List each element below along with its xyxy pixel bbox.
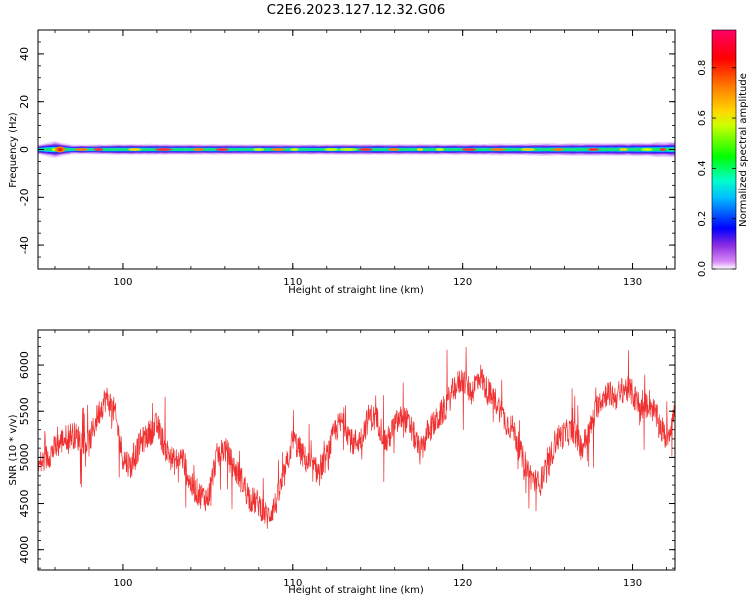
heatmap-hotspot — [619, 148, 628, 151]
heatmap-hotspot — [290, 148, 299, 151]
heatmap-hotspot — [192, 148, 205, 151]
x-tick-label: 110 — [283, 578, 302, 589]
colorbar-ticks: 0.0 0.2 0.4 0.6 0.8 — [697, 60, 736, 277]
x-tick-label: 120 — [453, 277, 472, 288]
y-tick-label: 40 — [18, 47, 31, 61]
heatmap-hotspot — [154, 148, 173, 151]
heatmap-hotspot — [659, 148, 666, 151]
x-tick-label: 110 — [283, 277, 302, 288]
heatmap-hotspot — [74, 148, 89, 151]
heatmap-hotspot — [358, 148, 373, 151]
snr-panel: 100 110 120 130 4000 4500 5000 5500 6000 Height… — [8, 329, 676, 596]
y-tick-label: 4000 — [18, 536, 31, 564]
snr-y-ticks: 4000 4500 5000 5500 6000 — [18, 336, 675, 569]
x-tick-label: 100 — [113, 578, 132, 589]
colorbar-label: Normalized spectral amplitude — [738, 73, 749, 227]
heatmap-hotspot — [215, 148, 229, 151]
heatmap-hotspot — [253, 148, 265, 151]
y-tick-label: 4500 — [18, 490, 31, 518]
y-tick-label: -20 — [18, 188, 31, 206]
heatmap-hotspot — [93, 148, 104, 151]
snr-frame — [37, 329, 676, 571]
heatmap-hotspot — [271, 148, 286, 151]
x-tick-label: 130 — [623, 277, 642, 288]
colorbar-tick-label: 0.8 — [697, 60, 708, 76]
heatmap-x-ticks: 100 110 120 130 — [54, 30, 667, 288]
y-tick-label: 6000 — [18, 351, 31, 379]
y-tick-label: 0 — [18, 146, 31, 153]
heatmap-hotspot — [587, 148, 600, 151]
heatmap-hotspot — [435, 148, 445, 151]
colorbar-gradient — [711, 29, 737, 270]
heatmap-hotspot — [552, 148, 564, 151]
heatmap-y-ticks: -40 -20 0 20 40 — [18, 29, 675, 270]
snr-y-label: SNR (10 * v/v) — [8, 414, 19, 485]
y-tick-label: -40 — [18, 236, 31, 254]
heatmap-hotspot — [416, 148, 424, 151]
heatmap-hotspot — [324, 148, 338, 151]
x-tick-label: 100 — [113, 277, 132, 288]
colorbar-tick-label: 0.6 — [697, 110, 708, 126]
x-tick-label: 130 — [623, 578, 642, 589]
x-tick-label: 120 — [453, 578, 472, 589]
heatmap-hotspot — [128, 148, 142, 151]
heatmap-hotspot — [57, 147, 63, 152]
heatmap-hotspot — [462, 148, 477, 151]
snr-line — [38, 346, 675, 529]
figure-title: C2E6.2023.127.12.32.G06 — [267, 2, 446, 18]
colorbar: 0.0 0.2 0.4 0.6 0.8 Normalized spectral ampl… — [697, 29, 749, 277]
heatmap-hotspot — [490, 148, 506, 151]
heatmap-hotspot — [339, 148, 357, 151]
heatmap-hotspot — [521, 148, 535, 151]
heatmap-hotspot — [387, 148, 400, 151]
y-tick-label: 5500 — [18, 397, 31, 425]
heatmap-hotspot — [641, 148, 653, 151]
heatmap-y-label: Frequency (Hz) — [8, 112, 19, 188]
heatmap-panel: 100 110 120 130 -40 -20 0 20 40 Height of strai… — [8, 29, 676, 296]
colorbar-tick-label: 0.0 — [697, 261, 708, 277]
colorbar-tick-label: 0.2 — [697, 211, 708, 227]
snr-x-label: Height of straight line (km) — [288, 585, 424, 596]
heatmap-x-label: Height of straight line (km) — [288, 285, 424, 296]
y-tick-label: 20 — [18, 95, 31, 109]
y-tick-label: 5000 — [18, 443, 31, 471]
heatmap-band — [38, 141, 675, 158]
snr-x-ticks: 100 110 120 130 — [54, 330, 667, 589]
colorbar-tick-label: 0.4 — [697, 160, 708, 176]
snr-series — [38, 346, 675, 529]
